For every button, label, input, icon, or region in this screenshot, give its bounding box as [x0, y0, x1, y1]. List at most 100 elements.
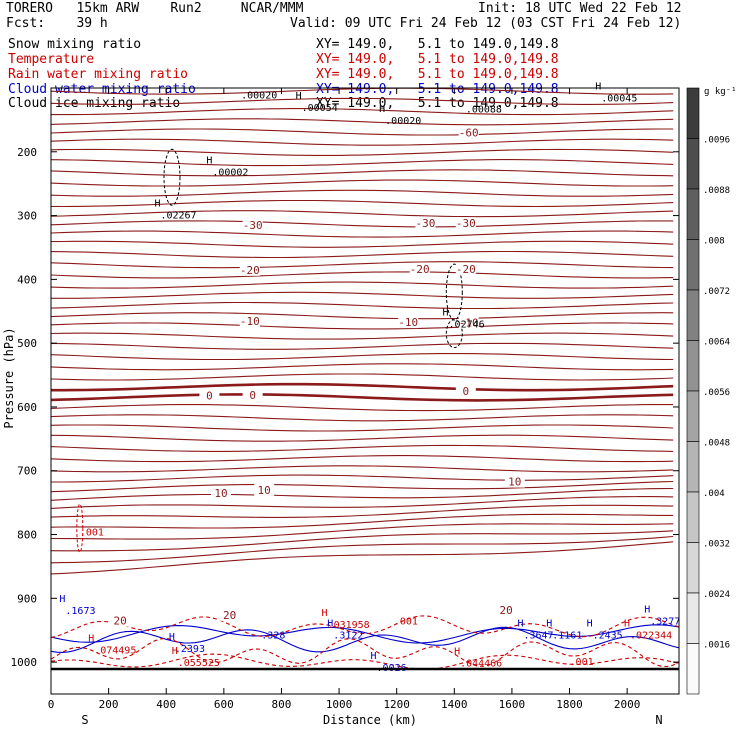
- x-tick-label: 400: [156, 698, 176, 711]
- maximum-value-label: .3277: [650, 617, 680, 628]
- maximum-value-label: .031958: [328, 620, 370, 631]
- colorbar-tick-label: .008: [703, 237, 725, 247]
- maximum-marker: H: [546, 619, 552, 630]
- field-xy: XY= 149.0, 5.1 to 149.0,149.8: [316, 52, 559, 67]
- isotherm-line: [50, 444, 674, 452]
- x-end-left: S: [81, 713, 88, 727]
- hydrometeor-contour: [50, 615, 680, 639]
- y-tick-label: 800: [17, 529, 37, 542]
- field-xy: XY= 149.0, 5.1 to 149.0,149.8: [316, 67, 559, 82]
- isotherm-line: [50, 148, 674, 156]
- y-tick-label: 600: [17, 401, 37, 414]
- isotherm-line: [50, 363, 674, 371]
- field-name: Snow mixing ratio: [8, 37, 142, 52]
- maximum-value-label: .055525: [178, 658, 220, 669]
- y-tick-label: 1000: [11, 656, 38, 669]
- temperature-label: 20: [114, 615, 127, 628]
- maximum-marker: H: [88, 633, 94, 644]
- temperature-label: 20: [223, 609, 236, 622]
- maximum-value-label: .02746: [449, 319, 485, 330]
- isotherm-line: [50, 414, 674, 422]
- x-tick-label: 1600: [499, 698, 526, 711]
- colorbar-swatch: [686, 239, 700, 291]
- maximum-marker: H: [296, 91, 302, 102]
- maximum-value-label: .00088: [466, 104, 502, 115]
- cloud-ice-contour: [445, 263, 463, 321]
- colorbar-tick-label: .0088: [703, 186, 730, 196]
- field-name: Rain water mixing ratio: [8, 67, 189, 82]
- y-tick-label: 200: [17, 146, 37, 159]
- colorbar-swatch: [686, 87, 700, 139]
- y-tick-label: 500: [17, 337, 37, 350]
- isotherm-line: [50, 504, 674, 518]
- label-halo: [199, 389, 220, 402]
- temperature-label: -20: [456, 263, 476, 276]
- maximum-value-label: .044466: [460, 659, 502, 670]
- colorbar-tick-label: .0096: [703, 136, 730, 146]
- temperature-label: -20: [240, 264, 260, 277]
- label-halo: [239, 263, 260, 276]
- maximum-marker: H: [59, 594, 65, 605]
- maximum-value-label: .074495: [94, 645, 136, 656]
- isotherm-line: [50, 487, 674, 501]
- field-name: Temperature: [8, 52, 95, 67]
- hydrometeor-contour: [50, 653, 680, 670]
- isotherm-line: [50, 261, 674, 269]
- temperature-label: -30: [243, 219, 263, 232]
- label-halo: [398, 316, 419, 329]
- temperature-label: -60: [459, 127, 479, 140]
- isotherm-line: [50, 220, 674, 228]
- temperature-label: -10: [240, 315, 260, 328]
- label-halo: [110, 614, 131, 627]
- isotherm-line: [50, 87, 674, 95]
- maximum-marker: H: [379, 104, 385, 115]
- label-halo: [242, 219, 263, 232]
- colorbar-swatch: [686, 542, 700, 594]
- maximum-marker: H: [172, 646, 178, 657]
- maximum-value-label: .02267: [160, 210, 196, 221]
- x-tick-label: 800: [272, 698, 292, 711]
- maximum-marker: H: [587, 619, 593, 630]
- x-end-right: N: [655, 713, 662, 727]
- colorbar-swatch: [686, 340, 700, 392]
- colorbar-swatch: [686, 441, 700, 493]
- colorbar-swatch: [686, 491, 700, 543]
- maximum-value-label: .3647: [523, 631, 553, 642]
- hydrometeor-contour: [50, 637, 680, 668]
- temperature-label: -30: [416, 217, 436, 230]
- isotherm-line: [50, 541, 674, 575]
- maximum-marker: H: [517, 619, 523, 630]
- maximum-marker: H: [169, 632, 175, 643]
- x-tick-label: 1800: [556, 698, 583, 711]
- colorbar-swatch: [686, 592, 700, 644]
- maximum-marker: H: [371, 651, 377, 662]
- x-tick-label: 0: [48, 698, 55, 711]
- maximum-value-label: .00020: [385, 116, 421, 127]
- maximum-marker: H: [443, 307, 449, 318]
- temperature-label: 10: [508, 476, 521, 489]
- label-halo: [455, 263, 476, 276]
- isotherm-line: [50, 404, 674, 412]
- isotherm-line: [50, 128, 674, 136]
- isotherm-line: [51, 474, 674, 483]
- y-tick-label: 400: [17, 273, 37, 286]
- isotherm-line: [50, 250, 674, 259]
- isotherm-line: [50, 301, 674, 310]
- axes: [50, 87, 680, 695]
- maximum-value-label: .3122: [333, 631, 363, 642]
- colorbar-tick-label: .0056: [703, 388, 730, 398]
- label-halo: [455, 217, 476, 230]
- label-halo: [219, 608, 240, 621]
- isotherm-line: [50, 199, 674, 208]
- hydrometeor-contour: [50, 626, 680, 653]
- isotherm-line: [50, 332, 674, 340]
- temperature-label: 0: [206, 389, 213, 402]
- maximum-value-label: .328: [261, 631, 285, 642]
- y-axis-label: Pressure (hPa): [2, 327, 16, 428]
- label-halo: [496, 603, 517, 616]
- maximum-marker: H: [154, 198, 160, 209]
- maximum-value-label: .001: [80, 527, 104, 538]
- cloud-ice-contour: [163, 148, 181, 206]
